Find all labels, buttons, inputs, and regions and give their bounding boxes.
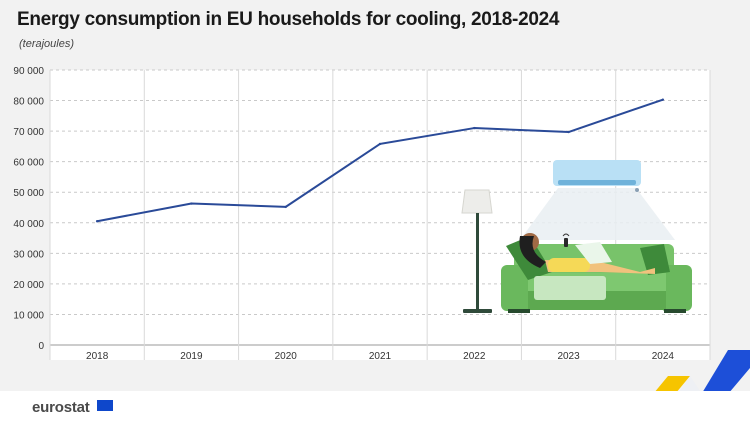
x-tick-label: 2024	[652, 351, 675, 362]
data-series	[95, 98, 665, 223]
eu-flag-icon	[97, 400, 113, 411]
y-tick-label: 60 000	[13, 158, 44, 169]
data-point	[473, 126, 476, 130]
x-tick-label: 2022	[463, 351, 486, 362]
data-point	[378, 142, 382, 146]
data-point	[284, 205, 287, 209]
y-tick-label: 80 000	[13, 97, 44, 108]
footer: eurostat	[0, 391, 750, 422]
y-tick-label: 50 000	[13, 188, 44, 199]
floor-lamp-icon	[461, 189, 493, 313]
eurostat-logo: eurostat	[32, 399, 90, 416]
chart-title: Energy consumption in EU households for …	[17, 9, 560, 30]
air-conditioner-icon	[553, 160, 641, 192]
x-tick-label: 2021	[369, 351, 392, 362]
remote-control-icon	[562, 233, 570, 247]
corner-decoration	[655, 350, 750, 391]
y-tick-label: 0	[38, 341, 44, 352]
x-tick-label: 2019	[180, 351, 203, 362]
chart-subtitle: (terajoules)	[19, 38, 75, 50]
x-tick-label: 2020	[275, 351, 298, 362]
y-tick-label: 70 000	[13, 127, 44, 138]
cool-air-beam	[520, 188, 675, 240]
x-axis-tick-labels: 2018 2019 2020 2021 2022 2023 2024	[86, 351, 674, 362]
y-tick-label: 40 000	[13, 219, 44, 230]
x-tick-label: 2018	[86, 351, 109, 362]
data-point	[567, 130, 570, 134]
y-tick-label: 10 000	[13, 310, 44, 321]
data-point	[661, 98, 665, 101]
cooling-illustration	[461, 160, 692, 313]
person-icon	[519, 233, 655, 300]
data-point	[95, 220, 99, 223]
x-tick-label: 2023	[557, 351, 580, 362]
y-axis-tick-labels: 0 10 000 20 000 30 000 40 000 50 000 60 000 70 …	[13, 66, 44, 352]
line-chart: 0 10 000 20 000 30 000 40 000 50 000 60 000 70 …	[13, 66, 750, 391]
y-tick-label: 20 000	[13, 280, 44, 291]
y-tick-label: 90 000	[13, 66, 44, 77]
grid-lines	[49, 69, 711, 360]
data-point	[190, 202, 193, 205]
y-tick-label: 30 000	[13, 249, 44, 260]
